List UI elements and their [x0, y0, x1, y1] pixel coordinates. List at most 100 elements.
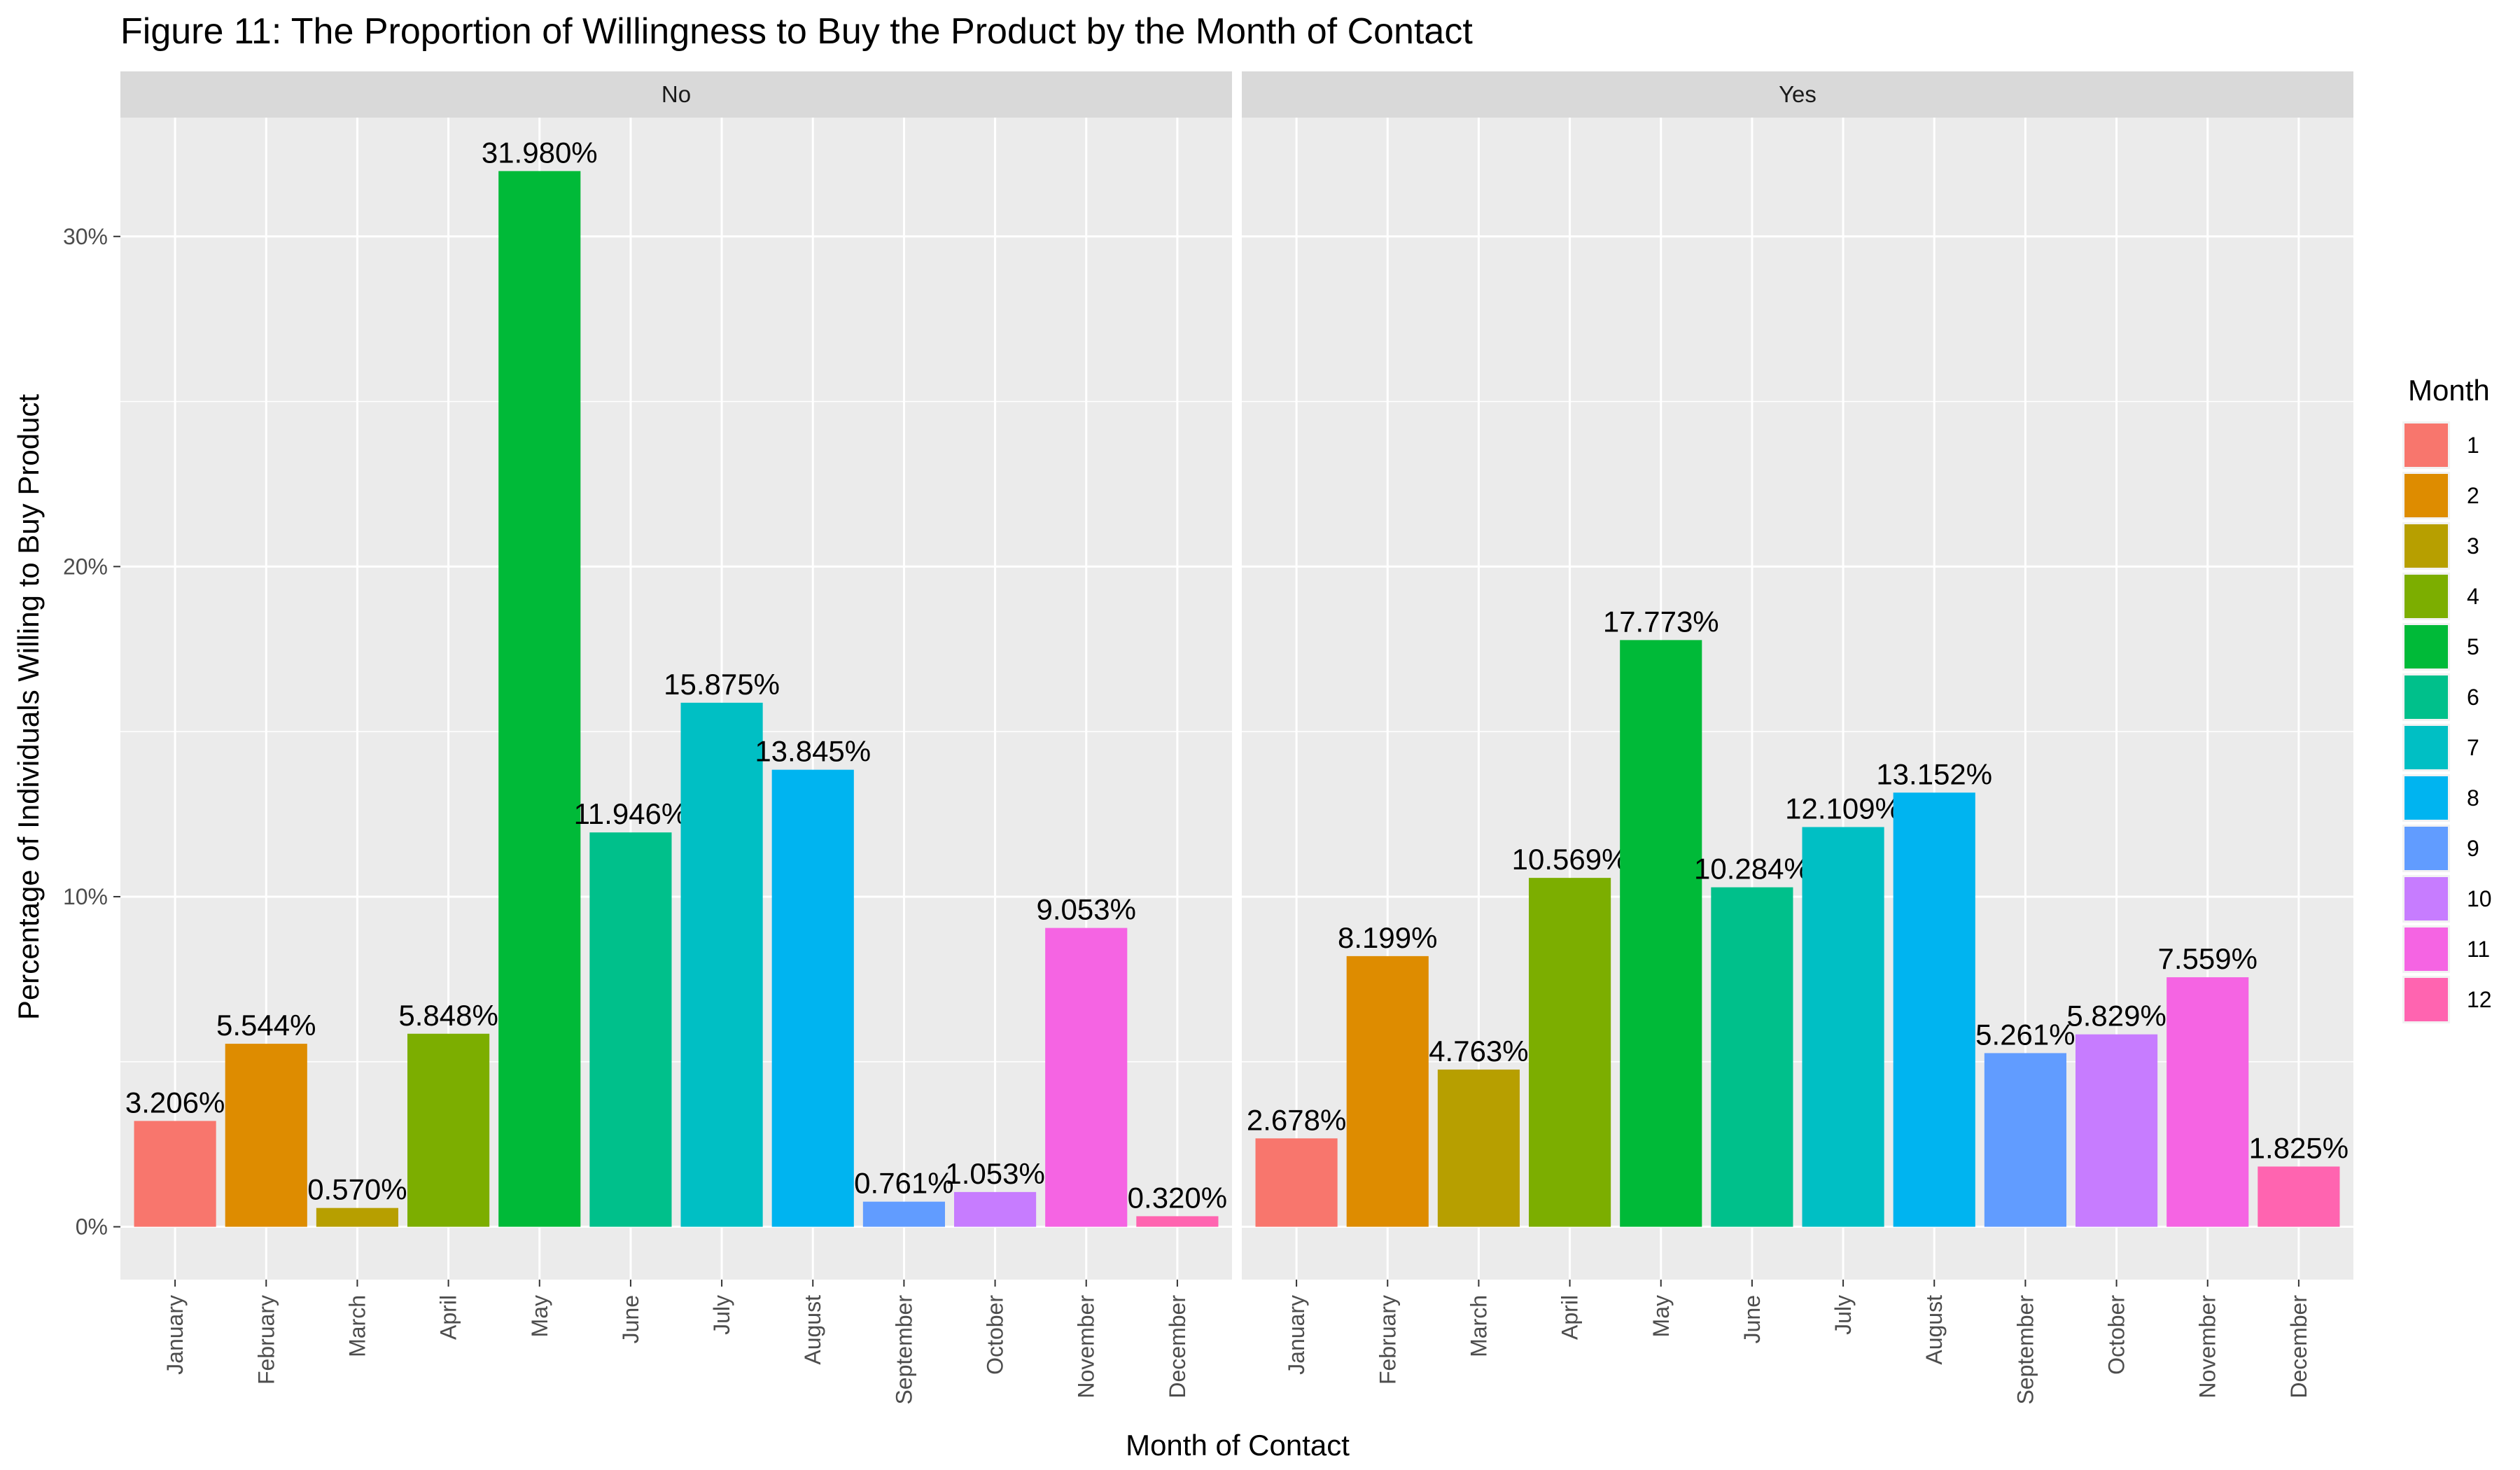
bar-value-label: 5.544% — [216, 1009, 316, 1042]
bar-value-label: 9.053% — [1037, 893, 1136, 926]
strip-label: No — [662, 81, 691, 107]
x-tick-label: January — [162, 1295, 188, 1375]
strip-no — [120, 71, 1232, 118]
bar-no-july — [680, 702, 763, 1227]
x-tick-label: July — [1830, 1295, 1856, 1335]
x-tick-label: September — [891, 1295, 916, 1405]
legend-key-4 — [2404, 575, 2448, 618]
x-tick-label: April — [1558, 1295, 1583, 1340]
bar-no-february — [225, 1044, 307, 1227]
bar-value-label: 15.875% — [664, 668, 780, 701]
legend-key-12 — [2404, 978, 2448, 1021]
bar-value-label: 12.109% — [1785, 792, 1901, 825]
legend-key-5 — [2404, 625, 2448, 668]
legend-label: 9 — [2467, 836, 2479, 861]
y-tick-label: 10% — [63, 884, 108, 909]
legend-key-11 — [2404, 927, 2448, 971]
bar-no-october — [954, 1191, 1037, 1227]
bar-value-label: 10.569% — [1512, 843, 1628, 876]
bar-no-june — [589, 832, 672, 1227]
bar-value-label: 8.199% — [1338, 921, 1437, 954]
x-tick-label: August — [1921, 1295, 1947, 1365]
bar-value-label: 31.980% — [482, 136, 598, 169]
y-axis-title: Percentage of Individuals Willing to Buy… — [12, 394, 45, 1020]
bar-no-january — [134, 1121, 216, 1227]
legend-key-9 — [2404, 827, 2448, 870]
bar-yes-october — [2076, 1034, 2158, 1227]
x-tick-label: March — [344, 1295, 370, 1357]
legend-label: 2 — [2467, 483, 2479, 508]
bar-no-august — [771, 769, 854, 1227]
x-tick-label: August — [800, 1295, 825, 1365]
panel-yes: Yes 2.678% 8.199% 4.763% 10.569% 17.773% 10.28… — [1242, 71, 2353, 1405]
bar-yes-january — [1255, 1138, 1338, 1227]
bar-yes-july — [1802, 827, 1884, 1227]
x-tick-label: May — [1648, 1295, 1674, 1337]
bar-no-september — [862, 1201, 945, 1227]
x-tick-label: February — [253, 1295, 279, 1385]
x-tick-label: November — [2195, 1295, 2220, 1399]
bar-value-label: 11.946% — [574, 797, 688, 830]
bar-no-november — [1045, 927, 1128, 1227]
legend-key-3 — [2404, 524, 2448, 568]
x-tick-label: November — [1074, 1295, 1099, 1399]
panel-no: No 3.206% 5.544% 0.570% 5.848% 31.980% 11.946%… — [63, 71, 1232, 1405]
bar-value-label: 4.763% — [1429, 1035, 1528, 1068]
bar-value-label: 1.053% — [945, 1157, 1044, 1190]
legend-label: 7 — [2467, 735, 2479, 760]
bar-value-label: 7.559% — [2158, 942, 2258, 975]
legend-label: 10 — [2467, 886, 2492, 911]
x-tick-label: December — [2286, 1295, 2311, 1399]
bar-value-label: 0.761% — [854, 1167, 953, 1200]
legend-key-10 — [2404, 877, 2448, 920]
y-tick-label: 30% — [63, 224, 108, 249]
bar-yes-june — [1711, 887, 1793, 1227]
legend-key-8 — [2404, 776, 2448, 820]
y-tick-label: 20% — [63, 554, 108, 579]
legend-label: 12 — [2467, 987, 2492, 1012]
x-tick-label: December — [1165, 1295, 1190, 1399]
bar-value-label: 0.320% — [1128, 1181, 1227, 1214]
y-tick-label: 0% — [76, 1214, 108, 1240]
legend-key-6 — [2404, 676, 2448, 719]
legend-label: 8 — [2467, 785, 2479, 811]
bar-value-label: 3.206% — [125, 1086, 225, 1119]
strip-yes — [1242, 71, 2353, 118]
x-tick-label: January — [1284, 1295, 1309, 1375]
bar-value-label: 10.284% — [1694, 853, 1810, 886]
bar-no-may — [498, 171, 581, 1227]
x-tick-label: October — [983, 1295, 1008, 1375]
legend-key-2 — [2404, 474, 2448, 517]
legend-key-1 — [2404, 424, 2448, 467]
bar-yes-march — [1437, 1069, 1520, 1227]
legend-label: 4 — [2467, 584, 2479, 609]
x-tick-label: March — [1466, 1295, 1491, 1357]
bar-yes-april — [1529, 878, 1611, 1227]
bar-no-april — [407, 1033, 490, 1227]
legend-label: 6 — [2467, 685, 2479, 710]
panels: No 3.206% 5.544% 0.570% 5.848% 31.980% 11.946%… — [63, 71, 2353, 1405]
legend-label: 5 — [2467, 634, 2479, 659]
chart-title: Figure 11: The Proportion of Willingness… — [120, 11, 1473, 52]
bar-no-march — [316, 1208, 398, 1227]
x-tick-label: September — [2012, 1295, 2038, 1405]
x-tick-label: June — [618, 1295, 643, 1343]
bar-value-label: 13.152% — [1876, 757, 1992, 790]
bar-yes-august — [1893, 792, 1975, 1227]
bar-value-label: 1.825% — [2249, 1131, 2348, 1164]
x-tick-label: April — [436, 1295, 461, 1340]
x-tick-label: February — [1375, 1295, 1400, 1385]
bar-value-label: 0.570% — [307, 1173, 407, 1206]
legend-title: Month — [2408, 374, 2490, 407]
bar-value-label: 5.829% — [2066, 1000, 2166, 1032]
legend-label: 1 — [2467, 433, 2479, 458]
bar-yes-september — [1984, 1053, 2066, 1227]
bar-no-december — [1136, 1216, 1219, 1227]
strip-label: Yes — [1779, 81, 1816, 107]
bar-yes-november — [2166, 977, 2249, 1227]
bar-yes-december — [2258, 1166, 2340, 1227]
bar-value-label: 17.773% — [1603, 605, 1719, 638]
x-axis-title: Month of Contact — [1126, 1429, 1350, 1462]
